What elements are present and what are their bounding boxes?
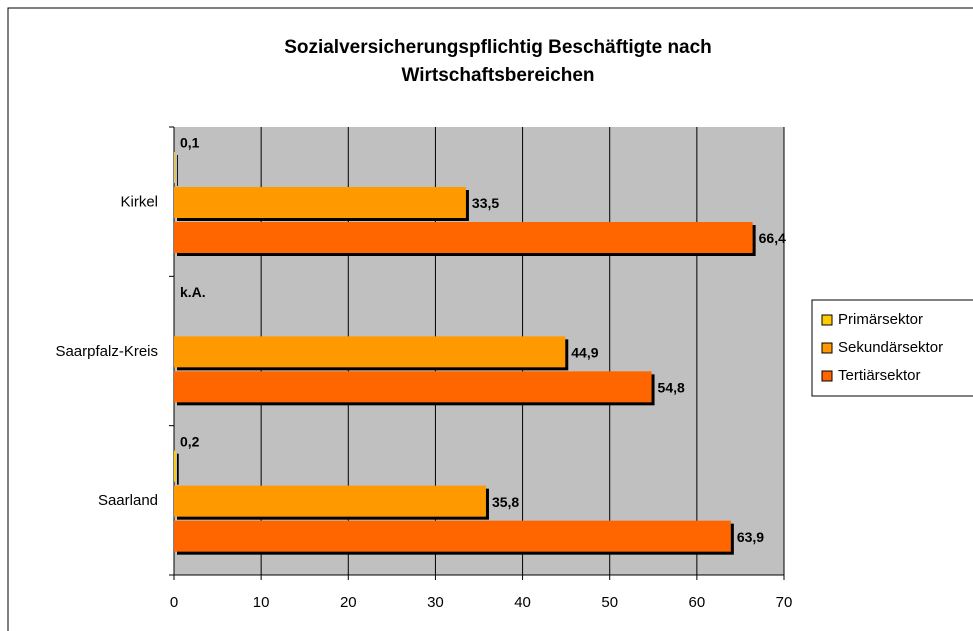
bar: [174, 485, 486, 517]
value-label: 0,1: [180, 135, 200, 151]
legend-swatch: [821, 342, 833, 354]
y-tick-label: Kirkel: [120, 193, 158, 210]
x-tick-label: 60: [689, 594, 706, 611]
value-label: 66,4: [759, 230, 786, 246]
value-label: 63,9: [737, 529, 764, 545]
bar-shadow: [177, 453, 179, 485]
legend-label: Tertiärsektor: [838, 367, 921, 384]
legend-box: [811, 299, 973, 397]
value-label: 0,2: [180, 433, 200, 449]
y-tick-label: Saarland: [98, 492, 158, 509]
x-tick-label: 40: [514, 594, 531, 611]
y-tick-label: Saarpfalz-Kreis: [55, 343, 158, 360]
bar: [174, 520, 731, 552]
legend-label: Primärsektor: [838, 311, 923, 328]
bar: [174, 336, 566, 368]
bar: [174, 187, 466, 218]
x-tick-label: 50: [601, 594, 618, 611]
bar: [174, 222, 753, 253]
value-label: 33,5: [472, 195, 499, 211]
legend-label: Sekundärsektor: [838, 339, 943, 356]
x-tick-label: 70: [776, 594, 793, 611]
bar: [174, 152, 175, 183]
chart-title: Wirtschaftsbereichen: [401, 65, 594, 86]
bar: [174, 450, 176, 482]
bar-shadow: [177, 155, 178, 186]
value-label: 54,8: [658, 380, 685, 396]
chart-title: Sozialversicherungspflichtig Beschäftigt…: [284, 37, 712, 58]
x-tick-label: 0: [170, 594, 178, 611]
bar: [174, 371, 652, 403]
legend-swatch: [821, 370, 833, 382]
value-label: 44,9: [571, 345, 598, 361]
value-label: k.A.: [180, 284, 206, 300]
legend-swatch: [821, 314, 833, 326]
x-tick-label: 20: [340, 594, 357, 611]
value-label: 35,8: [492, 494, 519, 510]
x-tick-label: 10: [253, 594, 270, 611]
x-tick-label: 30: [427, 594, 444, 611]
